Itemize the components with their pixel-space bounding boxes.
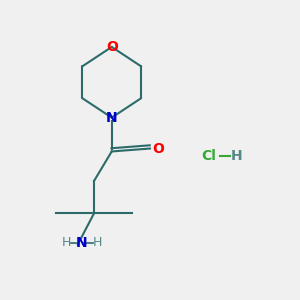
- Text: H: H: [62, 236, 71, 249]
- Text: H: H: [231, 149, 243, 163]
- Text: Cl: Cl: [202, 149, 216, 163]
- Text: O: O: [106, 40, 118, 54]
- Text: N: N: [76, 236, 87, 250]
- Text: H: H: [92, 236, 102, 249]
- Text: N: N: [106, 111, 118, 124]
- Text: O: O: [152, 142, 164, 155]
